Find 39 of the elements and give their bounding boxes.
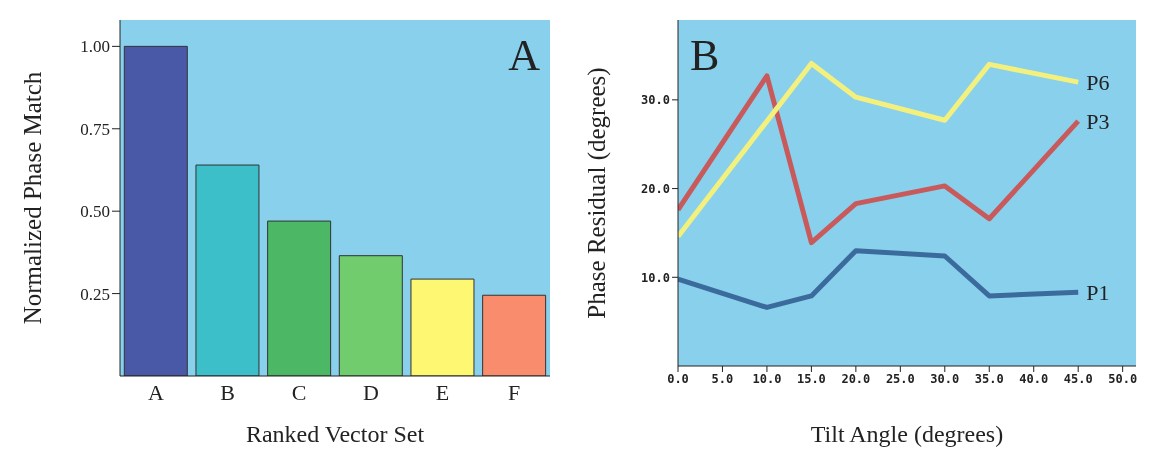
x-axis-title: Ranked Vector Set xyxy=(245,421,425,447)
x-tick-label: 50.0 xyxy=(1108,371,1138,386)
y-axis-title: Phase Residual (degrees) xyxy=(582,67,611,319)
series-label: P3 xyxy=(1086,109,1110,135)
y-tick-label: 0.25 xyxy=(80,284,110,304)
y-tick-label: 0.50 xyxy=(80,202,110,222)
x-tick-label: 5.0 xyxy=(711,371,734,386)
x-tick-label: 35.0 xyxy=(974,371,1004,386)
x-tick-label: 10.0 xyxy=(752,371,782,386)
bar xyxy=(482,294,547,376)
y-tick-label: 10.0 xyxy=(641,270,670,285)
x-axis-title: Tilt Angle (degrees) xyxy=(810,421,1004,447)
x-tick-label: C xyxy=(291,379,307,405)
x-tick-label: A xyxy=(147,379,164,405)
y-axis-title: Normalized Phase Match xyxy=(18,71,46,325)
x-tick-label: 20.0 xyxy=(841,371,871,386)
y-tick-label: 1.00 xyxy=(80,37,110,57)
x-tick-label: 45.0 xyxy=(1063,371,1093,386)
series-label: P1 xyxy=(1086,280,1110,306)
x-tick-label: 25.0 xyxy=(885,371,915,386)
bar xyxy=(195,164,260,376)
x-tick-label: 30.0 xyxy=(930,371,960,386)
x-tick-label: 15.0 xyxy=(796,371,826,386)
series-label: P6 xyxy=(1086,70,1110,96)
x-tick-label: B xyxy=(220,379,235,405)
y-tick-label: 30.0 xyxy=(641,93,670,108)
x-tick-label: 40.0 xyxy=(1019,371,1049,386)
x-tick-label: F xyxy=(508,379,521,405)
annotation: A xyxy=(508,30,540,81)
y-tick-label: 0.75 xyxy=(80,119,110,139)
x-tick-label: 0.0 xyxy=(667,371,689,386)
bar xyxy=(267,220,332,376)
x-tick-label: D xyxy=(362,379,379,405)
bar xyxy=(410,278,475,376)
annotation: B xyxy=(690,30,720,81)
bar xyxy=(338,255,403,376)
bar xyxy=(123,45,188,376)
y-tick-label: 20.0 xyxy=(641,181,670,196)
x-tick-label: E xyxy=(435,379,450,405)
